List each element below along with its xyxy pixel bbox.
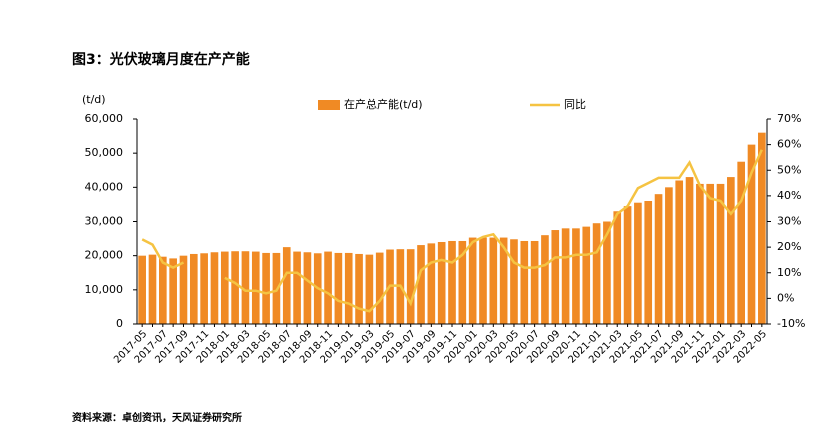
bar <box>427 243 436 324</box>
y-tick-label: 10,000 <box>85 283 124 296</box>
y2-tick-label: 20% <box>777 240 801 253</box>
bar <box>561 228 570 324</box>
bar <box>375 252 384 324</box>
bar <box>448 240 456 324</box>
y2-tick-label: 50% <box>777 163 801 176</box>
bar <box>293 251 301 324</box>
bar <box>603 221 611 324</box>
bar <box>479 237 487 324</box>
bar <box>406 249 415 324</box>
bar <box>582 226 591 324</box>
y2-tick-label: 70% <box>777 112 801 125</box>
y-axis-label: (t/d) <box>82 93 106 106</box>
y2-tick-label: 40% <box>777 189 801 202</box>
bar <box>262 252 270 324</box>
bar <box>468 237 477 324</box>
bar <box>510 239 518 324</box>
bar <box>158 256 167 324</box>
bar <box>716 183 725 324</box>
y-tick-label: 0 <box>116 317 123 330</box>
y-tick-label: 30,000 <box>85 215 124 228</box>
bar <box>231 251 239 324</box>
y2-tick-label: 60% <box>777 138 801 151</box>
bar <box>541 235 549 324</box>
y2-tick-label: 30% <box>777 215 801 228</box>
bar <box>747 144 756 324</box>
y2-tick-label: -10% <box>777 317 805 330</box>
bar <box>148 254 157 324</box>
bar <box>169 258 177 324</box>
line <box>141 149 763 313</box>
bar <box>613 211 622 324</box>
bar <box>189 253 198 324</box>
y2-tick-label: 10% <box>777 266 801 279</box>
bar <box>758 132 766 324</box>
legend-swatch <box>318 100 340 110</box>
bar <box>355 253 363 324</box>
bar <box>551 230 560 324</box>
chart-title: 图3：光伏玻璃月度在产产能 <box>72 51 250 68</box>
bar <box>644 201 653 324</box>
bar <box>365 254 374 324</box>
bar <box>251 251 260 324</box>
bar <box>675 180 684 324</box>
y-tick-label: 40,000 <box>85 180 124 193</box>
bar <box>138 255 146 324</box>
bar <box>696 183 704 324</box>
bar <box>179 255 188 324</box>
bar <box>592 223 601 324</box>
y2-tick-label: 0% <box>777 291 794 304</box>
bar <box>499 237 508 324</box>
source: 资料来源：卓创资讯，天风证券研究所 <box>72 411 242 424</box>
bar <box>200 253 208 324</box>
bar <box>282 247 291 324</box>
bar <box>520 240 529 324</box>
bar <box>665 187 673 324</box>
bar <box>417 245 425 324</box>
bar <box>303 252 312 324</box>
bar <box>344 252 353 324</box>
bar <box>458 240 467 324</box>
bar <box>437 242 446 324</box>
bar <box>210 252 219 324</box>
bar <box>572 228 580 324</box>
y-tick-label: 60,000 <box>85 112 124 125</box>
bar <box>623 206 632 324</box>
bar <box>334 252 343 324</box>
bar <box>706 183 715 324</box>
bar <box>489 237 498 324</box>
bar <box>530 240 539 324</box>
bar <box>727 177 735 324</box>
bar <box>324 251 332 324</box>
legend-label: 在产总产能(t/d) <box>344 97 423 111</box>
y-tick-label: 50,000 <box>85 146 124 159</box>
legend-label: 同比 <box>564 98 586 111</box>
y-tick-label: 20,000 <box>85 249 124 262</box>
bar <box>685 177 694 324</box>
bar <box>241 251 250 324</box>
bar <box>634 202 642 324</box>
bar <box>737 161 746 324</box>
bar <box>654 194 663 324</box>
bar <box>220 251 229 324</box>
